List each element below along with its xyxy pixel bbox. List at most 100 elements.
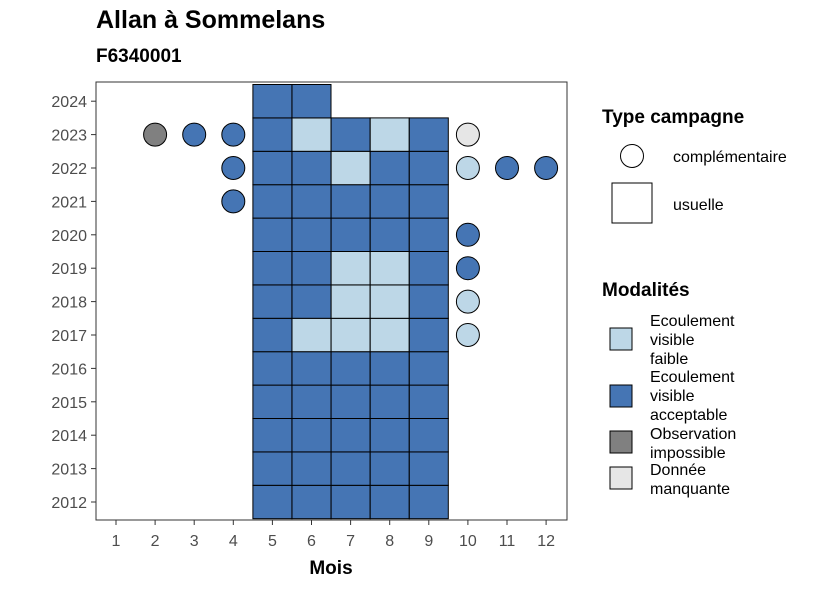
y-tick-label-2018: 2018 [51,295,87,312]
legend-key-acceptable [609,384,633,408]
x-tick-label-1: 1 [112,533,121,550]
cell-usuelle-2019-5 [252,251,293,286]
point-complementaire-2021-4 [221,189,246,214]
x-tick-label-12: 12 [537,533,555,550]
cell-usuelle-2018-9 [408,284,449,319]
cell-usuelle-2015-6 [291,384,332,420]
cell-usuelle-2013-5 [252,451,293,486]
x-tick-label-5: 5 [268,533,277,550]
legend-key-usuelle [611,182,653,224]
cell-usuelle-2012-8 [369,484,410,520]
cell-usuelle-2022-8 [369,150,410,186]
cell-usuelle-2017-9 [408,317,449,353]
cell-usuelle-2012-7 [330,484,371,520]
cell-usuelle-2023-8 [369,117,410,152]
x-tick-label-9: 9 [424,533,433,550]
legend-key-manquante [609,466,633,490]
point-complementaire-2023-10 [455,122,480,147]
point-complementaire-2022-10 [455,156,480,180]
y-tick-label-2014: 2014 [51,428,87,445]
legend-title-type-campagne: Type campagne [602,107,744,128]
cell-usuelle-2014-6 [291,418,332,453]
y-tick-label-2021: 2021 [51,194,87,211]
cell-usuelle-2012-6 [291,484,332,520]
cell-usuelle-2014-5 [252,418,293,453]
cell-usuelle-2018-6 [291,284,332,319]
cell-usuelle-2016-8 [369,351,410,386]
cell-usuelle-2021-9 [408,184,449,219]
cell-usuelle-2015-5 [252,384,293,420]
y-tick-label-2024: 2024 [51,94,87,111]
cell-usuelle-2024-6 [291,84,332,119]
point-complementaire-2023-4 [221,122,246,147]
y-tick-label-2023: 2023 [51,128,87,145]
cell-usuelle-2017-8 [369,317,410,353]
data-marks [143,84,559,520]
legend-key-faible [609,327,633,351]
cell-usuelle-2018-8 [369,284,410,319]
point-complementaire-2022-4 [221,156,246,180]
cell-usuelle-2023-7 [330,117,371,152]
cell-usuelle-2021-5 [252,184,293,219]
point-complementaire-2023-3 [182,122,207,147]
x-tick-label-4: 4 [229,533,238,550]
point-complementaire-2017-10 [455,323,480,347]
point-complementaire-2022-11 [495,156,519,180]
cell-usuelle-2015-8 [369,384,410,420]
panel-border [95,81,568,521]
cell-usuelle-2019-7 [330,251,371,286]
cell-usuelle-2023-5 [252,117,293,152]
cell-usuelle-2014-7 [330,418,371,453]
cell-usuelle-2020-7 [330,217,371,253]
cell-usuelle-2018-5 [252,284,293,319]
cell-usuelle-2013-8 [369,451,410,486]
legend-label-acceptable: Ecoulement visible acceptable [650,369,735,424]
x-tick-label-11: 11 [499,533,516,550]
point-complementaire-2022-12 [534,156,559,180]
legend-label-manquante: Donnée manquante [650,462,730,498]
y-tick-label-2012: 2012 [51,495,87,512]
cell-usuelle-2014-8 [369,418,410,453]
cell-usuelle-2022-7 [330,150,371,186]
x-tick-label-8: 8 [385,533,394,550]
point-complementaire-2018-10 [455,289,480,314]
axes: 2012 2013 2014 2015 2016 2017 2018 2019 2020 2021… [51,94,555,550]
cell-usuelle-2017-7 [330,317,371,353]
y-tick-label-2019: 2019 [51,261,87,278]
legend-title-modalites: Modalités [602,280,690,301]
cell-usuelle-2022-5 [252,150,293,186]
cell-usuelle-2024-5 [252,84,293,119]
legend-key-impossible [609,430,633,454]
cell-usuelle-2022-9 [408,150,449,186]
y-tick-label-2017: 2017 [51,328,87,345]
cell-usuelle-2018-7 [330,284,371,319]
cell-usuelle-2013-7 [330,451,371,486]
chart-subtitle: F6340001 [96,46,182,67]
legend-label-complementaire: complémentaire [673,149,787,166]
cell-usuelle-2016-9 [408,351,449,386]
cell-usuelle-2019-8 [369,251,410,286]
y-tick-label-2013: 2013 [51,462,87,479]
cell-usuelle-2016-5 [252,351,293,386]
cell-usuelle-2020-6 [291,217,332,253]
x-tick-label-3: 3 [190,533,199,550]
y-tick-label-2015: 2015 [51,395,87,412]
cell-usuelle-2013-6 [291,451,332,486]
cell-usuelle-2013-9 [408,451,449,486]
y-tick-label-2016: 2016 [51,361,87,378]
legend-label-faible: Ecoulement visible faible [650,313,735,368]
x-tick-label-6: 6 [307,533,316,550]
x-axis-title: Mois [309,558,352,579]
cell-usuelle-2021-6 [291,184,332,219]
chart-title: Allan à Sommelans [96,6,326,34]
legend: Type campagne complémentaire usuelle Modali… [602,107,787,498]
legend-label-usuelle: usuelle [673,197,724,214]
cell-usuelle-2016-6 [291,351,332,386]
cell-usuelle-2021-7 [330,184,371,219]
x-tick-label-7: 7 [346,533,355,550]
cell-usuelle-2023-9 [408,117,449,152]
cell-usuelle-2019-9 [408,251,449,286]
y-tick-label-2020: 2020 [51,228,87,245]
cell-usuelle-2019-6 [291,251,332,286]
